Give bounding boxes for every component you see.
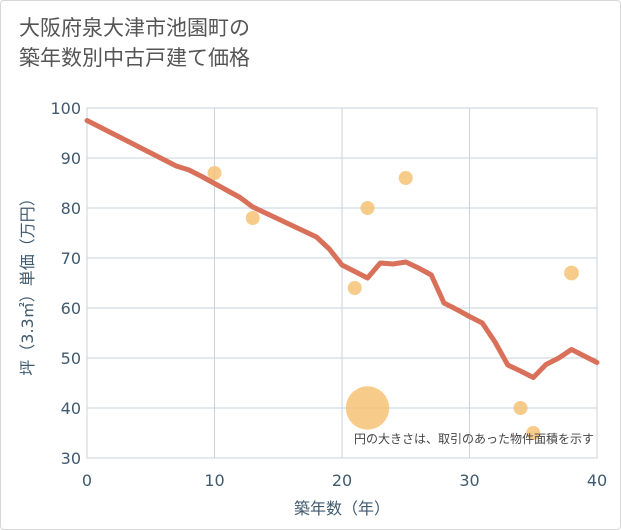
trend-line xyxy=(84,118,600,380)
x-axis-label: 築年数（年） xyxy=(294,499,390,518)
x-tick-label: 20 xyxy=(332,471,352,490)
y-tick-label: 100 xyxy=(50,99,81,118)
y-tick-label: 70 xyxy=(61,249,81,268)
transaction-bubble xyxy=(513,401,528,415)
y-tick-label: 90 xyxy=(61,149,81,168)
transaction-bubble xyxy=(345,386,390,430)
x-tick-label: 40 xyxy=(587,471,607,490)
y-tick-label: 80 xyxy=(61,199,81,218)
y-axis-label: 坪（3.3㎡）単価（万円） xyxy=(18,190,37,375)
transaction-bubble xyxy=(564,265,579,281)
transaction-bubble xyxy=(526,426,541,440)
y-tick-label: 40 xyxy=(61,399,81,418)
x-tick-label: 10 xyxy=(204,471,224,490)
transaction-bubble xyxy=(360,201,375,215)
plot-frame xyxy=(86,107,598,459)
x-tick-label: 30 xyxy=(459,471,479,490)
chart-title-line1: 大阪府泉大津市池園町の xyxy=(19,16,250,40)
y-tick-label: 50 xyxy=(61,349,81,368)
chart-title-line2: 築年数別中古戸建て価格 xyxy=(19,46,250,70)
transaction-bubble xyxy=(245,211,260,225)
transaction-bubble xyxy=(398,171,413,185)
x-tick-label: 0 xyxy=(82,471,92,490)
chart-title: 大阪府泉大津市池園町の 築年数別中古戸建て価格 xyxy=(19,13,439,73)
bubble-size-note: 円の大きさは、取引のあった物件面積を示す xyxy=(354,431,594,446)
transaction-bubble xyxy=(347,281,362,295)
y-tick-label: 30 xyxy=(61,449,81,468)
y-tick-label: 60 xyxy=(61,299,81,318)
transaction-bubble xyxy=(207,166,222,180)
